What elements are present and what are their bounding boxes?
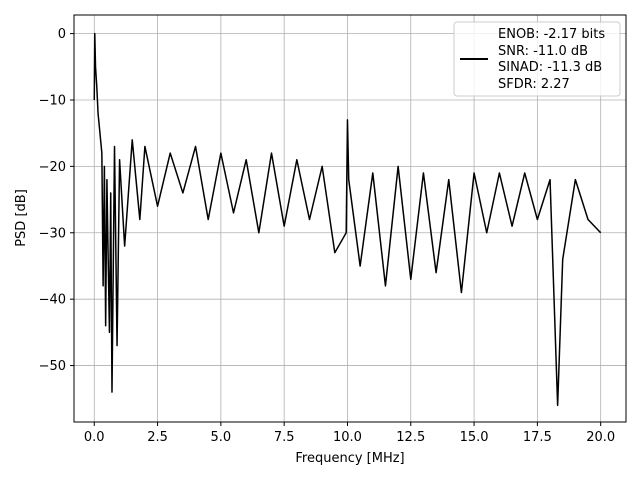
- psd-series-line: [93, 32, 602, 407]
- legend-line-sinad: SINAD: -11.3 dB: [498, 60, 602, 75]
- y-axis: 0 −10 −20 −30 −40 −50: [39, 27, 74, 374]
- x-tick-label: 15.0: [460, 430, 489, 445]
- x-tick-label: 17.5: [523, 430, 552, 445]
- y-tick-label: −30: [39, 226, 66, 241]
- x-tick-label: 2.5: [147, 430, 168, 445]
- x-tick-label: 0.0: [84, 430, 105, 445]
- x-axis: 0.0 2.5 5.0 7.5 10.0 12.5 15.0 17.5 20.0: [84, 422, 615, 445]
- x-tick-label: 10.0: [333, 430, 362, 445]
- x-tick-label: 12.5: [396, 430, 425, 445]
- x-tick-label: 5.0: [211, 430, 232, 445]
- y-tick-label: −20: [39, 160, 66, 175]
- legend-line-enob: ENOB: -2.17 bits: [498, 27, 605, 42]
- y-tick-label: 0: [58, 27, 66, 42]
- legend: ENOB: -2.17 bits SNR: -11.0 dB SINAD: -1…: [453, 21, 621, 97]
- y-tick-label: −40: [39, 293, 66, 308]
- x-tick-label: 20.0: [586, 430, 615, 445]
- x-axis-title: Frequency [MHz]: [295, 451, 404, 466]
- legend-line-sfdr: SFDR: 2.27: [498, 77, 570, 92]
- legend-box: [453, 21, 621, 97]
- legend-line-snr: SNR: -11.0 dB: [498, 44, 588, 59]
- plot-frame: [73, 14, 627, 423]
- series-layer: [93, 32, 602, 407]
- y-axis-title: PSD [dB]: [14, 189, 29, 247]
- y-tick-label: −10: [39, 93, 66, 108]
- x-tick-label: 7.5: [274, 430, 295, 445]
- y-tick-label: −50: [39, 359, 66, 374]
